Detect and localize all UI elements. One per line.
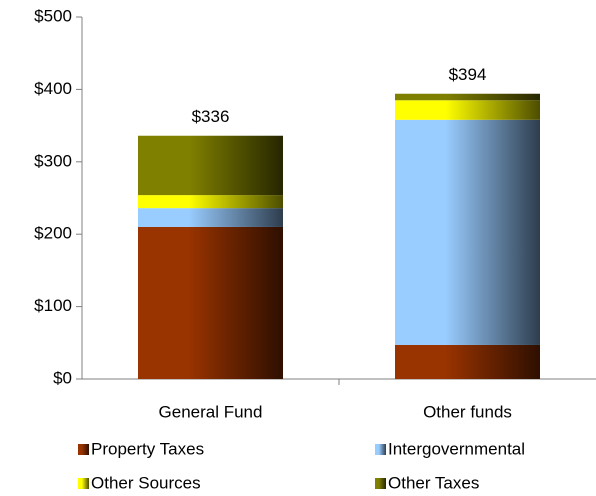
- bar-segment: [395, 100, 540, 120]
- legend-swatch: [375, 478, 386, 489]
- y-tick-label: $200: [34, 224, 72, 243]
- y-tick-label: $0: [53, 368, 72, 387]
- legend-label: Intergovernmental: [388, 439, 525, 458]
- legend-label: Other Sources: [91, 473, 201, 491]
- legend-label: Property Taxes: [91, 439, 204, 458]
- total-label: $336: [192, 107, 230, 126]
- bar-segment: [395, 344, 540, 379]
- y-tick-label: $300: [34, 151, 72, 170]
- y-tick-label: $500: [34, 6, 72, 25]
- bar-segment: [138, 208, 283, 227]
- x-tick-label: General Fund: [159, 402, 263, 421]
- y-tick-label: $100: [34, 296, 72, 315]
- legend-swatch: [375, 444, 386, 455]
- bar-segment: [138, 135, 283, 196]
- legend-swatch: [78, 444, 89, 455]
- legend-label: Other Taxes: [388, 473, 479, 491]
- total-label: $394: [449, 65, 487, 84]
- bar-segment: [138, 226, 283, 379]
- bar-segment: [395, 119, 540, 345]
- bar-segment: [138, 195, 283, 209]
- legend-swatch: [78, 478, 89, 489]
- x-tick-label: Other funds: [423, 402, 512, 421]
- y-tick-label: $400: [34, 79, 72, 98]
- bar-segment: [395, 93, 540, 101]
